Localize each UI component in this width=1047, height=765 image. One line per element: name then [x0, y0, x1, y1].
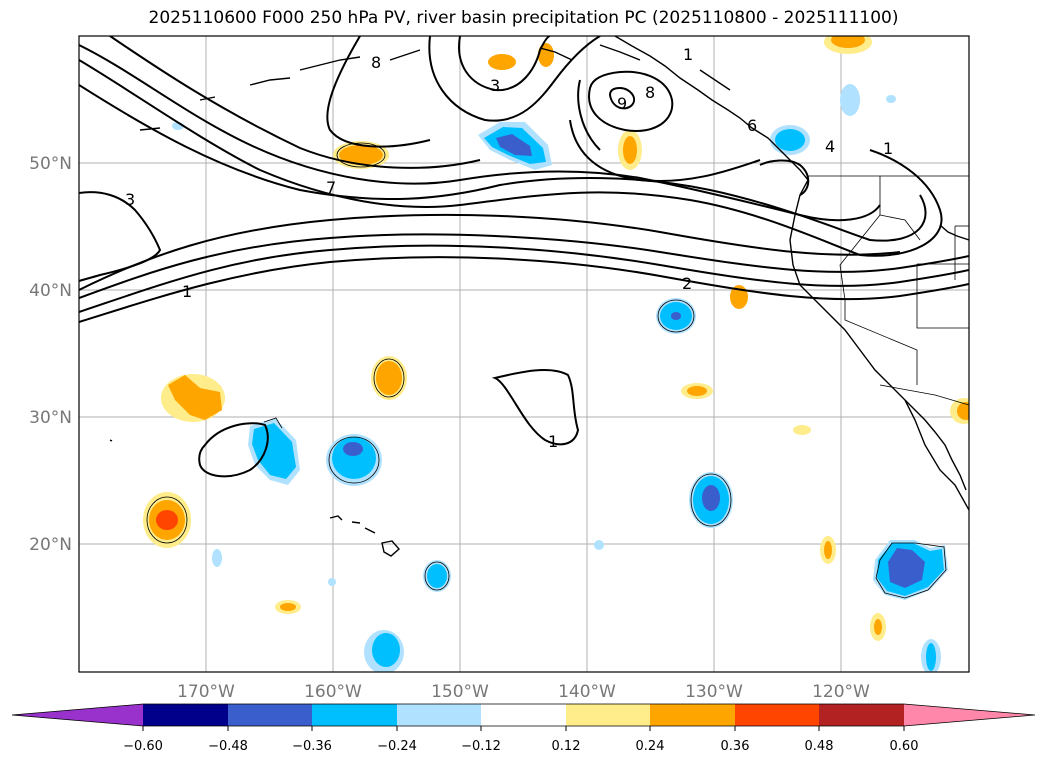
- colorbar-tick-label: −0.48: [208, 739, 248, 754]
- contour-label: 1: [548, 432, 558, 451]
- latitude-labels: 50°N 40°N 30°N 20°N: [29, 154, 72, 555]
- colorbar-tick-label: −0.12: [461, 739, 501, 754]
- colorbar-segment: [481, 704, 566, 726]
- lon-label: 120°W: [812, 682, 870, 702]
- coastlines: [109, 36, 969, 557]
- colorbar-tick-label: −0.24: [377, 739, 417, 754]
- colorbar: −0.60 −0.48 −0.36 −0.24 −0.12 0.12 0.24 …: [11, 703, 1036, 754]
- anomaly-outlines: [146, 142, 947, 599]
- colorbar-segment: [566, 704, 650, 726]
- colorbar-segment: [819, 704, 904, 726]
- precip-anomaly-shading: [143, 36, 969, 672]
- colorbar-tick-label: 0.12: [552, 739, 581, 754]
- lat-label: 20°N: [29, 535, 72, 555]
- map-title: 2025110600 F000 250 hPa PV, river basin …: [148, 8, 899, 28]
- negative-anomaly-blob: [326, 434, 382, 486]
- negative-anomaly-blob: [172, 84, 941, 672]
- colorbar-segment: [312, 704, 397, 726]
- colorbar-segment: [143, 704, 228, 726]
- positive-anomaly-blob: [371, 356, 407, 400]
- colorbar-segment: [735, 704, 819, 726]
- colorbar-tick-label: −0.60: [123, 739, 163, 754]
- contour-label: 8: [371, 53, 381, 72]
- lat-label: 50°N: [29, 154, 72, 174]
- positive-anomaly-blob: [618, 130, 642, 170]
- contour-label: 7: [326, 178, 336, 197]
- colorbar-tick-label: 0.60: [890, 739, 919, 754]
- lat-label: 40°N: [29, 281, 72, 301]
- positive-anomaly-blob: [143, 492, 191, 548]
- colorbar-segment: [397, 704, 481, 726]
- colorbar-tick-label: 0.36: [721, 739, 750, 754]
- colorbar-extend-high: [904, 704, 1035, 726]
- longitude-labels: 170°W 160°W 150°W 140°W 130°W 120°W: [177, 682, 870, 702]
- pv-contour-labels: 1 1 1 1 2 3 3 4 6 7 8 8 9: [125, 45, 893, 451]
- map-frame: [78, 35, 970, 673]
- lon-label: 160°W: [304, 682, 362, 702]
- lon-label: 150°W: [431, 682, 489, 702]
- positive-anomaly-blob: [275, 285, 969, 641]
- political-borders: [808, 175, 969, 406]
- contour-label: 3: [125, 190, 135, 209]
- colorbar-extend-low: [12, 704, 143, 726]
- lon-label: 140°W: [558, 682, 616, 702]
- lon-label: 170°W: [177, 682, 235, 702]
- colorbar-segment: [228, 704, 312, 726]
- contour-label: 2: [682, 274, 692, 293]
- negative-anomaly-blob: [478, 122, 552, 170]
- negative-anomaly-blob: [248, 418, 300, 485]
- negative-anomaly-blob: [689, 472, 733, 528]
- colorbar-segment: [650, 704, 735, 726]
- pv-contours: [79, 36, 969, 478]
- contour-label: 4: [825, 137, 835, 156]
- colorbar-tick-label: −0.36: [292, 739, 332, 754]
- colorbar-tick-label: 0.48: [805, 739, 834, 754]
- contour-label: 3: [490, 76, 500, 95]
- positive-anomaly-blob: [161, 374, 225, 422]
- positive-anomaly-blob: [488, 36, 872, 70]
- contour-label: 1: [182, 282, 192, 301]
- colorbar-tick-label: 0.24: [636, 739, 665, 754]
- negative-anomaly-blob: [656, 298, 696, 334]
- contour-label: 9: [617, 94, 627, 113]
- contour-label: 1: [883, 139, 893, 158]
- lat-label: 30°N: [29, 408, 72, 428]
- lon-label: 130°W: [685, 682, 743, 702]
- negative-anomaly-blob: [873, 540, 948, 600]
- contour-label: 6: [747, 116, 757, 135]
- contour-label: 8: [645, 83, 655, 102]
- contour-label: 1: [683, 45, 693, 64]
